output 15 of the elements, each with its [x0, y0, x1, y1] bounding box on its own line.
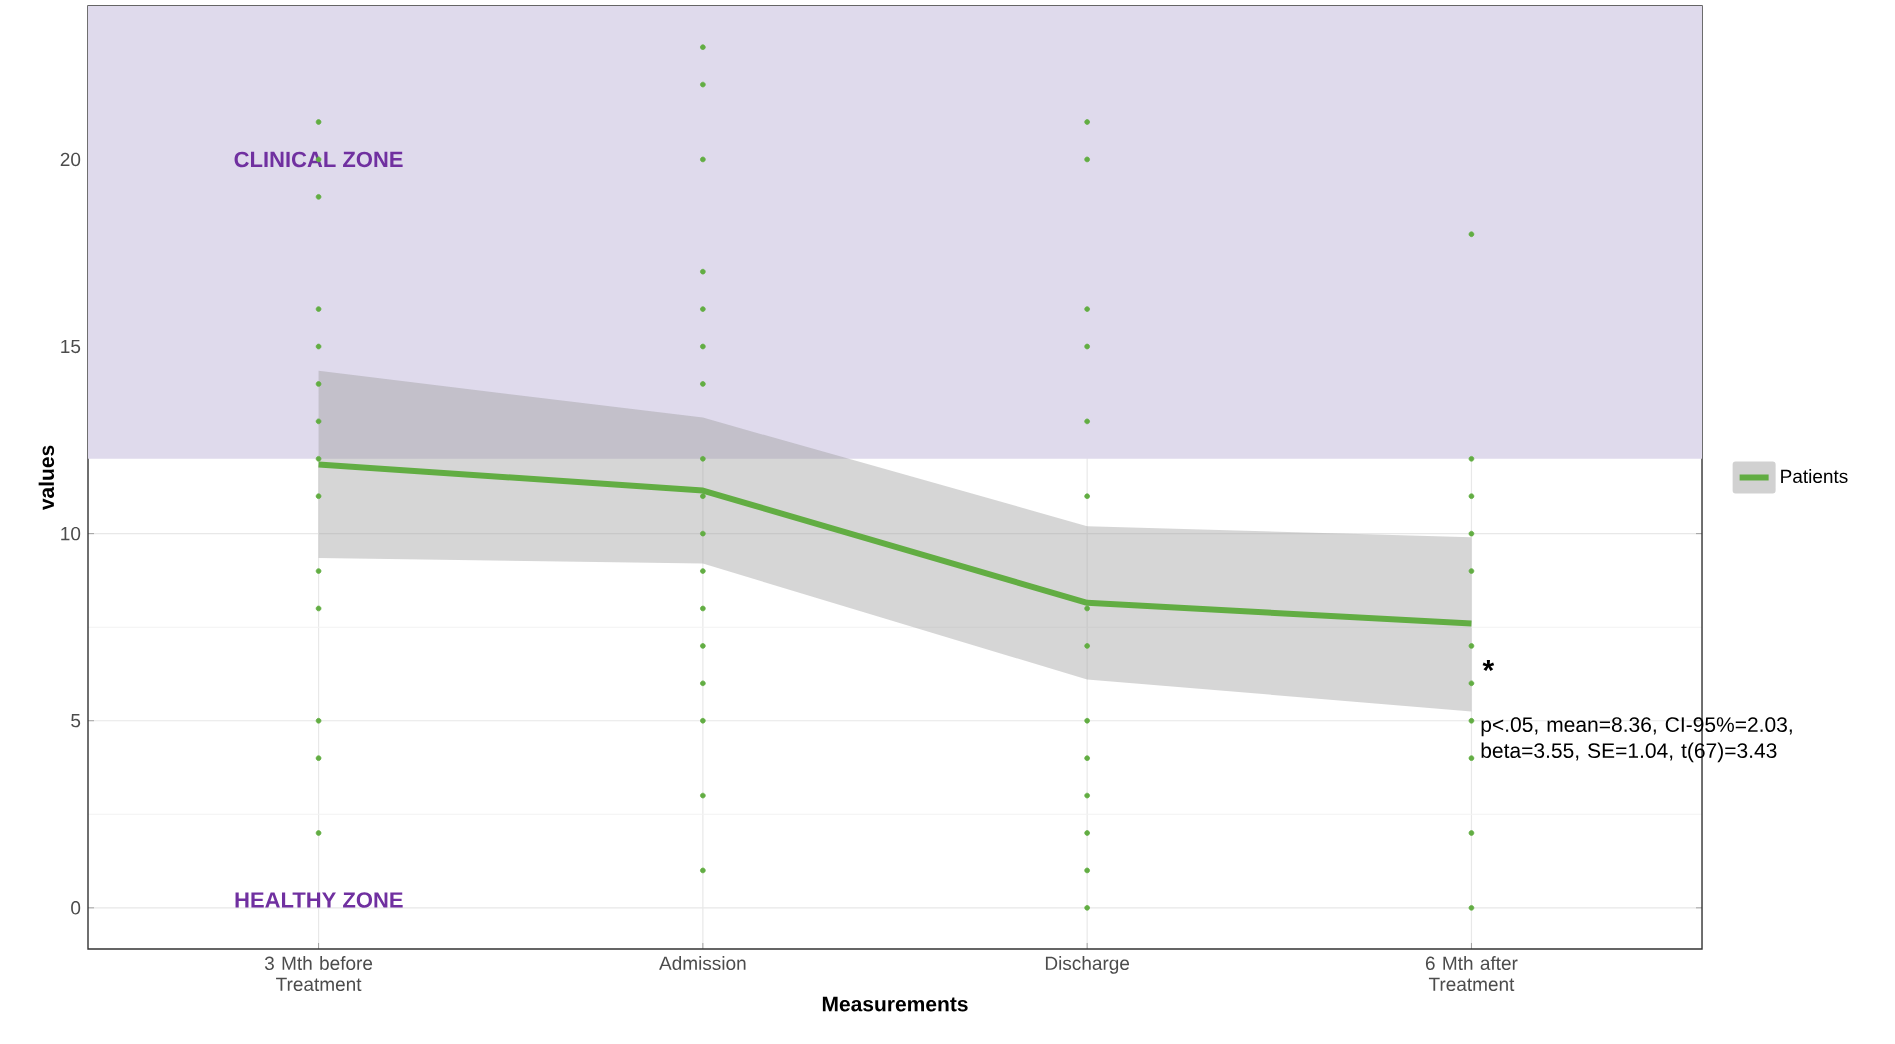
- y-tick-label: 0: [71, 901, 81, 915]
- annotation: HEALTHY ZONE: [235, 892, 403, 908]
- annotation: *: [1482, 659, 1495, 672]
- annotation: CLINICAL ZONE: [234, 151, 403, 168]
- y-tick-label: 20: [60, 152, 81, 167]
- y-tick-label: 15: [61, 339, 81, 354]
- y-axis-title: values: [38, 445, 55, 511]
- y-tick-label: 5: [71, 714, 81, 728]
- legend-label: Patients: [1781, 469, 1848, 484]
- x-axis-title: Measurements: [822, 996, 968, 1012]
- x-tick-label: Discharge: [1045, 956, 1130, 974]
- x-tick-label: 6 Mth after Treatment: [1425, 956, 1518, 992]
- y-tick-label: 10: [61, 526, 81, 541]
- x-tick-label: Admission: [659, 956, 746, 971]
- x-tick-label: 3 Mth before Treatment: [264, 956, 373, 992]
